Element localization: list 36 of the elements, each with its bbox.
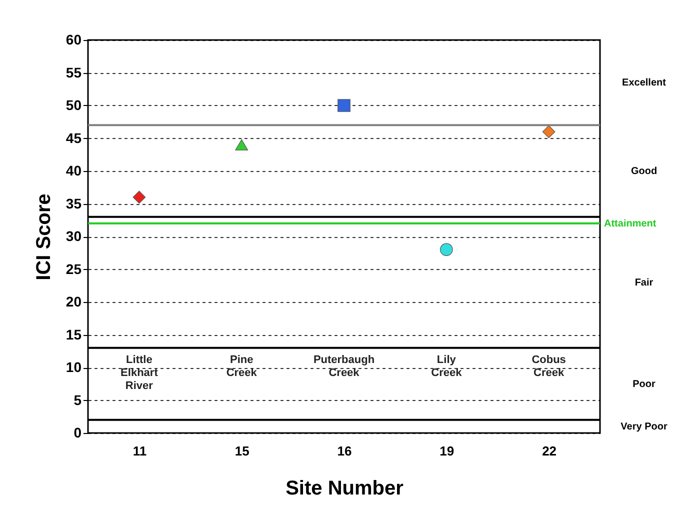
y-tick-label: 10 (66, 359, 82, 375)
annotation: Lily Creek (431, 354, 463, 379)
y-tick-label: 0 (74, 424, 82, 440)
y-axis-title: ICI Score (32, 194, 55, 280)
x-tick-label: 15 (234, 444, 250, 458)
text: Good (630, 166, 658, 177)
point (338, 99, 350, 112)
x-tick-label: 22 (542, 444, 557, 458)
text: Fair (634, 277, 654, 288)
point (132, 190, 146, 204)
annotation: Puterbaugh Creek (313, 354, 375, 379)
text: Very Poor (620, 421, 668, 432)
annotation: Cobus Creek (532, 354, 566, 379)
text: Excellent (622, 78, 667, 89)
point (542, 125, 556, 138)
y-tick-label: 25 (66, 260, 82, 277)
y-tick-label: 60 (66, 32, 82, 48)
y-tick-label: 40 (66, 162, 82, 178)
ref-line-label: Attainment (604, 218, 657, 230)
point (235, 139, 248, 150)
text: Poor (632, 378, 656, 390)
point (440, 243, 453, 256)
y-tick-label: 45 (66, 130, 82, 146)
y-tick-label: 30 (66, 228, 82, 244)
x-tick-label: 16 (337, 444, 352, 458)
annotation: Little Elkhart River (120, 354, 158, 392)
y-tick-label: 55 (66, 64, 82, 80)
x-tick-label: 11 (132, 444, 147, 458)
y-tick-label: 35 (66, 195, 82, 212)
y-tick-label: 15 (66, 326, 82, 342)
y-tick-label: 50 (66, 97, 82, 113)
x-axis-title: Site Number (286, 478, 404, 500)
x-tick-label: 19 (440, 444, 454, 458)
y-tick-label: 20 (66, 294, 82, 310)
annotation: Pine Creek (226, 354, 258, 379)
y-tick-label: 5 (74, 392, 82, 408)
